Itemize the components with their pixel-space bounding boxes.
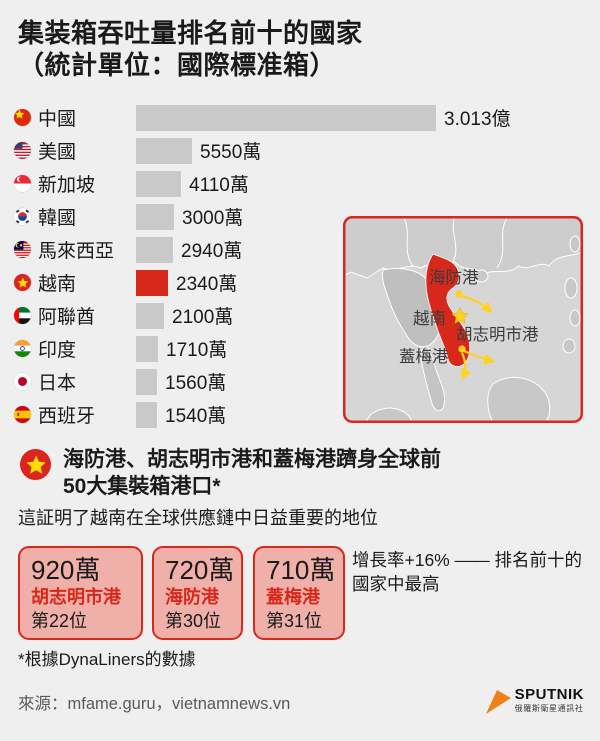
stat-port-name: 海防港 — [165, 587, 219, 607]
value-label: 1540萬 — [165, 406, 227, 427]
title-line1: 集装箱吞吐量排名前十的國家 — [18, 18, 363, 48]
source-line: 來源：mfame.guru，vietnamnews.vn — [18, 695, 291, 713]
india-flag-icon — [14, 340, 31, 357]
bar-7 — [136, 335, 158, 362]
sputnik-chinese-name: 俄羅斯衛星通訊社 — [514, 704, 584, 713]
value-label: 1560萬 — [165, 373, 227, 394]
sputnik-logo: SPUTNIK 俄羅斯衛星通訊社 — [484, 687, 584, 715]
chart-row-uae: 阿聯酋 2100萬 — [0, 299, 600, 332]
trade-arrow — [460, 294, 493, 314]
stat-value: 720萬 — [165, 555, 235, 585]
map-label-hcmc: 胡志明市港 — [456, 325, 539, 344]
haiphong-port-dot — [455, 290, 463, 298]
country-label: 西班牙 — [38, 406, 96, 427]
chart-row-singapore: 新加坡 4110萬 — [0, 167, 600, 200]
country-label: 韓國 — [38, 208, 77, 229]
stat-card-caimep: 710萬 蓋梅港 第31位 — [253, 546, 345, 640]
map-label-vietnam: 越南 — [413, 309, 446, 328]
singapore-flag-icon — [14, 175, 31, 192]
bar-9 — [136, 401, 157, 428]
trade-arrow — [460, 352, 472, 381]
chart-row-china: 中國 3.013億 — [0, 101, 600, 134]
caimep-port-dot — [458, 345, 466, 353]
map-artwork: 海防港 越南 胡志明市港 蓋梅港 — [343, 216, 583, 423]
korea-flag-icon — [14, 208, 31, 225]
bar-5 — [136, 269, 168, 296]
chart-row-india: 印度 1710萬 — [0, 332, 600, 365]
bar-6 — [136, 302, 164, 329]
bar-0 — [136, 104, 436, 131]
value-label: 2100萬 — [172, 307, 234, 328]
value-label: 4110萬 — [189, 175, 249, 196]
sputnik-wordmark: SPUTNIK — [514, 686, 584, 703]
country-label: 日本 — [38, 373, 77, 394]
vietnam-ports-map: 海防港 越南 胡志明市港 蓋梅港 — [343, 216, 583, 423]
sputnik-logo-icon — [485, 690, 511, 714]
section-subtext: 這証明了越南在全球供應鏈中日益重要的地位 — [18, 508, 378, 528]
value-label: 3.013億 — [444, 109, 511, 130]
map-label-caimep: 蓋梅港 — [399, 347, 449, 366]
chart-row-japan: 日本 1560萬 — [0, 365, 600, 398]
title-line2: （統計單位：國際標准箱） — [18, 50, 337, 80]
stat-value: 920萬 — [31, 555, 101, 585]
value-label: 1710萬 — [166, 340, 228, 361]
growth-note: 增長率+16% —— 排名前十的國家中最高 — [352, 550, 582, 594]
vietnam-flag-icon — [14, 274, 31, 291]
china-flag-icon — [14, 109, 31, 126]
japan-flag-icon — [14, 373, 31, 390]
stat-value: 710萬 — [266, 555, 336, 585]
heading-line1: 海防港、胡志明市港和蓋梅港躋身全球前 — [63, 448, 441, 471]
country-label: 美國 — [38, 142, 77, 163]
port-stats: 920萬 胡志明市港 第22位 720萬 海防港 第30位 710萬 蓋梅港 第… — [18, 546, 345, 640]
country-label: 新加坡 — [38, 175, 96, 196]
country-label: 阿聯酋 — [38, 307, 96, 328]
bar-2 — [136, 170, 181, 197]
chart-row-spain: 西班牙 1540萬 — [0, 398, 600, 431]
country-label: 中國 — [38, 109, 77, 130]
value-label: 2340萬 — [176, 274, 238, 295]
section-heading: 海防港、胡志明市港和蓋梅港躋身全球前 50大集裝箱港口* — [63, 446, 573, 500]
vietnam-shape — [425, 253, 471, 367]
stat-rank: 第30位 — [165, 611, 222, 631]
data-footnote: *根據DynaLiners的數據 — [18, 650, 196, 669]
bar-8 — [136, 368, 157, 395]
chart-row-korea: 韓國 3000萬 — [0, 200, 600, 233]
chart-row-usa: 美國 5550萬 — [0, 134, 600, 167]
stat-port-name: 蓋梅港 — [266, 587, 320, 607]
spain-flag-icon — [14, 406, 31, 423]
country-label: 印度 — [38, 340, 77, 361]
usa-flag-icon — [14, 142, 31, 159]
trade-arrow — [463, 349, 496, 365]
chart-row-malaysia: 馬來西亞 2940萬 — [0, 233, 600, 266]
chart-row-vietnam: 越南 2340萬 — [0, 266, 600, 299]
malaysia-flag-icon — [14, 241, 31, 258]
bar-1 — [136, 137, 192, 164]
hcmc-port-star — [451, 306, 469, 324]
stat-card-haiphong: 720萬 海防港 第30位 — [152, 546, 243, 640]
stat-rank: 第31位 — [266, 611, 323, 631]
uae-flag-icon — [14, 307, 31, 324]
value-label: 3000萬 — [182, 208, 244, 229]
stat-rank: 第22位 — [31, 611, 88, 631]
stat-port-name: 胡志明市港 — [31, 587, 121, 607]
bar-chart: 中國 3.013億 美國 5550萬 新加坡 4110萬 韓國 3000萬 馬來… — [0, 101, 600, 431]
country-label: 馬來西亞 — [38, 241, 115, 262]
heading-line2: 50大集裝箱港口* — [63, 475, 221, 498]
stat-card-hcmc: 920萬 胡志明市港 第22位 — [18, 546, 143, 640]
map-border — [343, 216, 583, 423]
value-label: 2940萬 — [181, 241, 243, 262]
bar-4 — [136, 236, 173, 263]
vietnam-flag-icon — [20, 449, 51, 480]
page-title: 集装箱吞吐量排名前十的國家 （統計單位：國際標准箱） — [18, 17, 363, 81]
map-label-haiphong: 海防港 — [429, 268, 479, 287]
country-label: 越南 — [38, 274, 77, 295]
bar-3 — [136, 203, 174, 230]
value-label: 5550萬 — [200, 142, 262, 163]
